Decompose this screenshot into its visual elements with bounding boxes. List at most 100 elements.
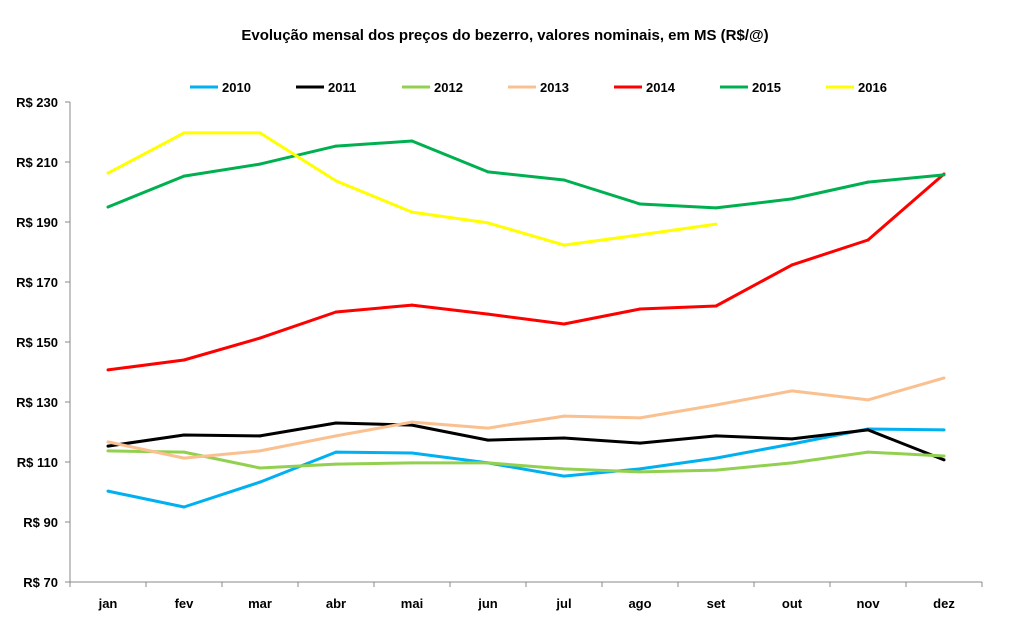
data-point-2013-mar [258, 449, 262, 453]
x-tick-label: dez [933, 596, 955, 611]
x-tick-label: nov [856, 596, 880, 611]
data-point-2015-mar [258, 162, 262, 166]
data-point-2014-fev [182, 358, 186, 362]
y-tick-label: R$ 190 [16, 215, 58, 230]
data-point-2011-ago [638, 441, 642, 445]
y-tick-label: R$ 90 [23, 515, 58, 530]
data-point-2012-jul [562, 467, 566, 471]
data-point-2012-set [714, 468, 718, 472]
data-point-2016-jan [106, 171, 110, 175]
data-point-2016-mai [410, 210, 414, 214]
data-point-2011-dez [942, 458, 946, 462]
data-point-2015-mai [410, 139, 414, 143]
x-tick-label: out [782, 596, 803, 611]
data-point-2011-mai [410, 423, 414, 427]
data-point-2014-out [790, 263, 794, 267]
data-point-2012-abr [334, 462, 338, 466]
data-point-2015-out [790, 197, 794, 201]
x-tick-label: mai [401, 596, 423, 611]
data-point-2011-out [790, 437, 794, 441]
data-point-2015-fev [182, 174, 186, 178]
data-point-2014-jun [486, 312, 490, 316]
data-point-2012-fev [182, 450, 186, 454]
data-point-2013-dez [942, 376, 946, 380]
data-point-2012-mai [410, 461, 414, 465]
y-tick-label: R$ 130 [16, 395, 58, 410]
data-point-2014-ago [638, 307, 642, 311]
data-point-2010-mai [410, 451, 414, 455]
data-point-2013-out [790, 389, 794, 393]
data-point-2015-jan [106, 205, 110, 209]
data-point-2011-fev [182, 433, 186, 437]
data-point-2015-nov [866, 180, 870, 184]
data-point-2011-nov [866, 428, 870, 432]
data-point-2014-nov [866, 238, 870, 242]
x-tick-label: abr [326, 596, 346, 611]
y-tick-label: R$ 110 [17, 455, 58, 470]
data-point-2014-abr [334, 310, 338, 314]
data-point-2011-jun [486, 438, 490, 442]
data-point-2010-dez [942, 428, 946, 432]
data-point-2013-ago [638, 416, 642, 420]
data-point-2010-jul [562, 474, 566, 478]
data-point-2013-jul [562, 414, 566, 418]
y-tick-label: R$ 150 [16, 335, 58, 350]
data-point-2010-fev [182, 505, 186, 509]
data-point-2013-nov [866, 398, 870, 402]
legend-label-2014: 2014 [646, 80, 676, 95]
data-point-2013-mai [410, 420, 414, 424]
data-point-2013-jan [106, 440, 110, 444]
data-point-2016-jul [562, 243, 566, 247]
data-point-2010-ago [638, 467, 642, 471]
legend: 2010 2011 2012 2013 2014 2015 2016 [190, 80, 887, 95]
chart-title: Evolução mensal dos preços do bezerro, v… [241, 27, 768, 44]
data-point-2013-fev [182, 456, 186, 460]
data-point-2016-mar [258, 131, 262, 135]
axes: R$ 70 R$ 90 R$ 110 R$ 130 R$ 150 R$ 170 R$ 190… [16, 95, 983, 611]
legend-label-2015: 2015 [752, 80, 781, 95]
data-point-2015-jul [562, 178, 566, 182]
data-point-2011-abr [334, 421, 338, 425]
data-point-2010-mar [258, 480, 262, 484]
legend-label-2016: 2016 [858, 80, 887, 95]
series-line-2012 [107, 449, 945, 474]
series-line-2010 [107, 427, 945, 509]
data-point-2010-abr [334, 450, 338, 454]
data-point-2012-ago [638, 470, 642, 474]
legend-label-2010: 2010 [222, 80, 251, 95]
y-tick-label: R$ 230 [16, 95, 58, 110]
series-lines [106, 131, 946, 509]
data-point-2012-dez [942, 454, 946, 458]
data-point-2013-jun [486, 426, 490, 430]
x-tick-label: ago [628, 596, 651, 611]
data-point-2016-abr [334, 179, 338, 183]
data-point-2012-jun [486, 461, 490, 465]
y-tick-label: R$ 170 [16, 275, 58, 290]
series-line-2013 [107, 376, 945, 460]
x-tick-label: set [707, 596, 726, 611]
series-line-2016 [107, 131, 717, 247]
data-point-2013-abr [334, 434, 338, 438]
data-point-2011-set [714, 434, 718, 438]
data-point-2010-set [714, 456, 718, 460]
data-point-2013-set [714, 403, 718, 407]
y-tick-label: R$ 210 [16, 155, 58, 170]
data-point-2011-jul [562, 436, 566, 440]
data-point-2011-mar [258, 434, 262, 438]
legend-label-2013: 2013 [540, 80, 569, 95]
series-line-2015 [107, 139, 945, 210]
y-tick-label: R$ 70 [23, 575, 58, 590]
data-point-2016-jun [486, 221, 490, 225]
data-point-2011-jan [106, 444, 110, 448]
legend-label-2012: 2012 [434, 80, 463, 95]
data-point-2014-set [714, 304, 718, 308]
data-point-2014-jan [106, 368, 110, 372]
data-point-2012-jan [106, 449, 110, 453]
data-point-2016-ago [638, 233, 642, 237]
x-tick-label: fev [175, 596, 195, 611]
legend-label-2011: 2011 [328, 80, 356, 95]
data-point-2016-set [714, 222, 718, 226]
x-tick-label: jan [98, 596, 118, 611]
data-point-2012-mar [258, 466, 262, 470]
